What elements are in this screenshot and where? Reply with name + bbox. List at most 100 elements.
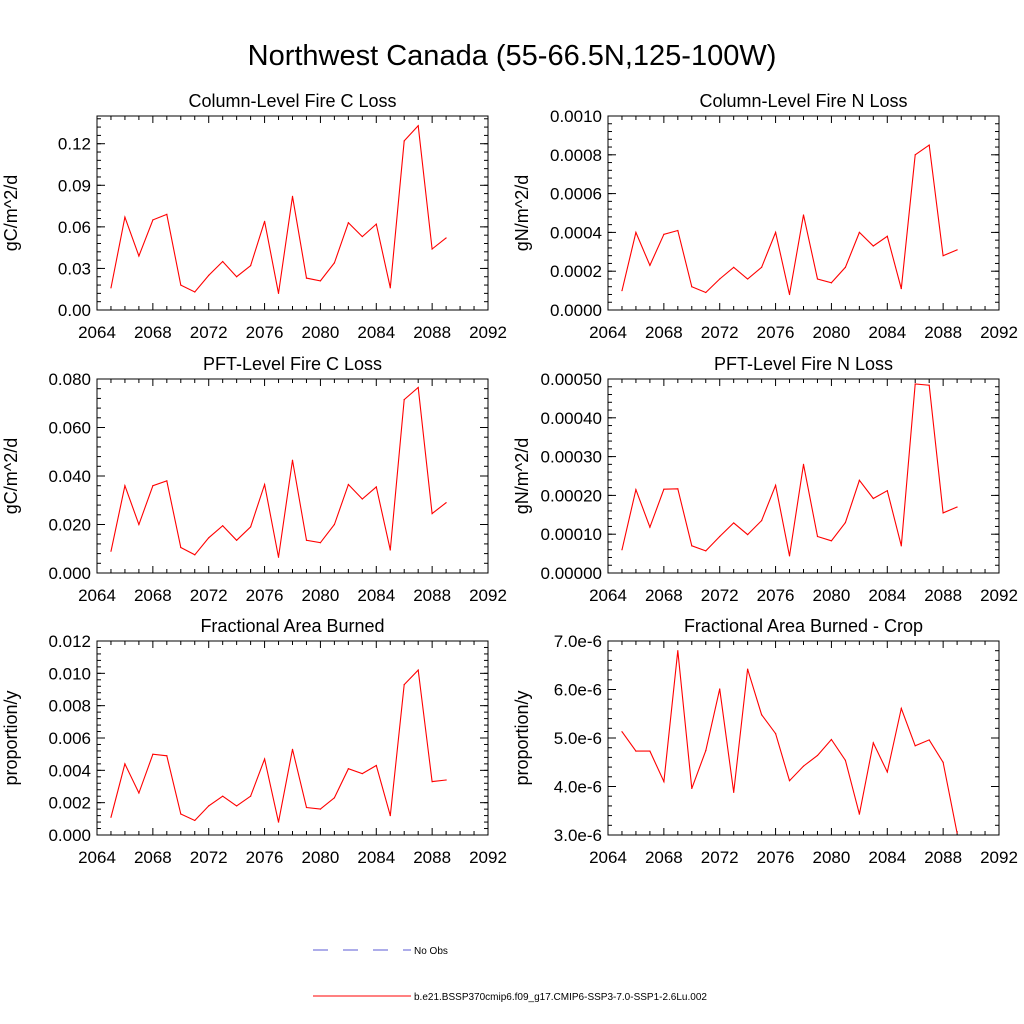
y-tick-label: 0.00020: [541, 486, 602, 505]
x-tick-label: 2088: [924, 323, 962, 342]
data-point: [677, 229, 679, 232]
data-point: [733, 791, 735, 793]
x-tick-label: 2092: [980, 586, 1018, 605]
plot-frame: [607, 640, 1000, 836]
data-point: [222, 525, 224, 527]
y-tick-label: 0.09: [58, 176, 91, 195]
data-point: [663, 781, 665, 783]
x-tick-label: 2088: [413, 323, 451, 342]
data-point: [250, 265, 252, 267]
data-point: [733, 266, 735, 268]
data-point: [138, 523, 140, 526]
data-point: [774, 733, 777, 735]
y-tick-label: 0.06: [58, 218, 91, 237]
data-point: [663, 233, 665, 235]
data-point: [886, 235, 888, 237]
y-tick-label: 0.0004: [550, 223, 602, 242]
data-point: [663, 488, 665, 490]
data-point: [305, 806, 308, 809]
x-tick-label: 2064: [78, 586, 116, 605]
data-point: [208, 537, 210, 539]
data-point: [110, 550, 112, 552]
y-axis-label: gC/m^2/d: [1, 175, 21, 251]
data-point: [124, 485, 126, 487]
data-point: [761, 520, 763, 522]
data-point: [691, 787, 693, 790]
x-tick-label: 2080: [302, 586, 340, 605]
y-axis-label: proportion/y: [1, 690, 21, 785]
data-point: [319, 542, 322, 544]
data-point: [956, 249, 958, 251]
data-point: [816, 278, 819, 280]
data-point: [166, 480, 168, 482]
y-tick-label: 0.010: [48, 664, 91, 683]
data-point: [788, 293, 791, 296]
data-point: [263, 758, 266, 760]
panel-4: 2064 2068 2072 2076 2080 2084 2088 2092 0.00000 0…: [512, 354, 1018, 605]
main-title: Northwest Canada (55-66.5N,125-100W): [247, 40, 777, 72]
y-axis-label: gN/m^2/d: [512, 438, 532, 514]
data-point: [124, 763, 126, 765]
data-point: [180, 546, 182, 549]
y-tick-label: 0.03: [58, 259, 91, 278]
panel-6: 2064 2068 2072 2076 2080 2084 2088 2092 3.0e-6 4.…: [512, 616, 1018, 867]
data-point: [445, 779, 447, 781]
data-point: [719, 688, 721, 690]
data-point: [649, 526, 651, 528]
data-point: [250, 795, 252, 797]
data-point: [872, 497, 874, 500]
data-point: [747, 278, 749, 280]
y-tick-label: 0.080: [48, 370, 91, 389]
data-point: [635, 750, 637, 752]
y-tick-label: 0.040: [48, 467, 91, 486]
data-point: [802, 214, 805, 216]
data-point: [208, 274, 210, 276]
plot-frame: [96, 640, 489, 836]
data-point: [124, 216, 126, 218]
y-tick-label: 5.0e-6: [554, 729, 602, 748]
data-point: [788, 780, 791, 782]
panel-title: Fractional Area Burned - Crop: [684, 616, 923, 636]
x-tick-label: 2068: [134, 586, 172, 605]
plot-frame: [96, 378, 489, 574]
data-point: [942, 255, 944, 257]
x-tick-label: 2072: [701, 586, 739, 605]
data-point: [305, 539, 308, 541]
x-tick-label: 2064: [589, 848, 627, 867]
data-point: [236, 539, 238, 541]
panel-3: 2064 2068 2072 2076 2080 2084 2088 2092 0.000 0.0…: [1, 354, 507, 605]
data-point: [858, 231, 860, 233]
y-tick-label: 4.0e-6: [554, 778, 602, 797]
y-tick-label: 0.002: [48, 794, 91, 813]
data-point: [858, 813, 860, 815]
panel-title: PFT-Level Fire N Loss: [714, 354, 893, 374]
y-tick-label: 0.012: [48, 632, 91, 651]
x-tick-label: 2084: [357, 323, 395, 342]
data-point: [417, 125, 419, 127]
data-point: [431, 248, 433, 250]
plot-frame: [607, 378, 1000, 574]
data-point: [152, 219, 154, 221]
data-point: [291, 748, 294, 750]
data-point: [277, 556, 280, 558]
data-point: [431, 512, 433, 515]
data-point: [705, 550, 707, 552]
x-tick-label: 2080: [813, 323, 851, 342]
plot-frame: [96, 115, 489, 311]
data-point: [194, 291, 196, 293]
x-tick-label: 2064: [589, 586, 627, 605]
data-point: [417, 669, 419, 671]
x-tick-label: 2068: [134, 848, 172, 867]
data-point: [705, 291, 707, 294]
data-point: [347, 222, 349, 224]
data-point: [914, 745, 916, 747]
data-point: [761, 714, 763, 716]
y-tick-label: 0.0008: [550, 146, 602, 165]
data-point: [236, 276, 238, 278]
data-point: [886, 490, 888, 492]
data-point: [110, 816, 112, 818]
x-tick-label: 2088: [924, 586, 962, 605]
data-point: [830, 282, 833, 284]
data-point: [138, 255, 140, 257]
